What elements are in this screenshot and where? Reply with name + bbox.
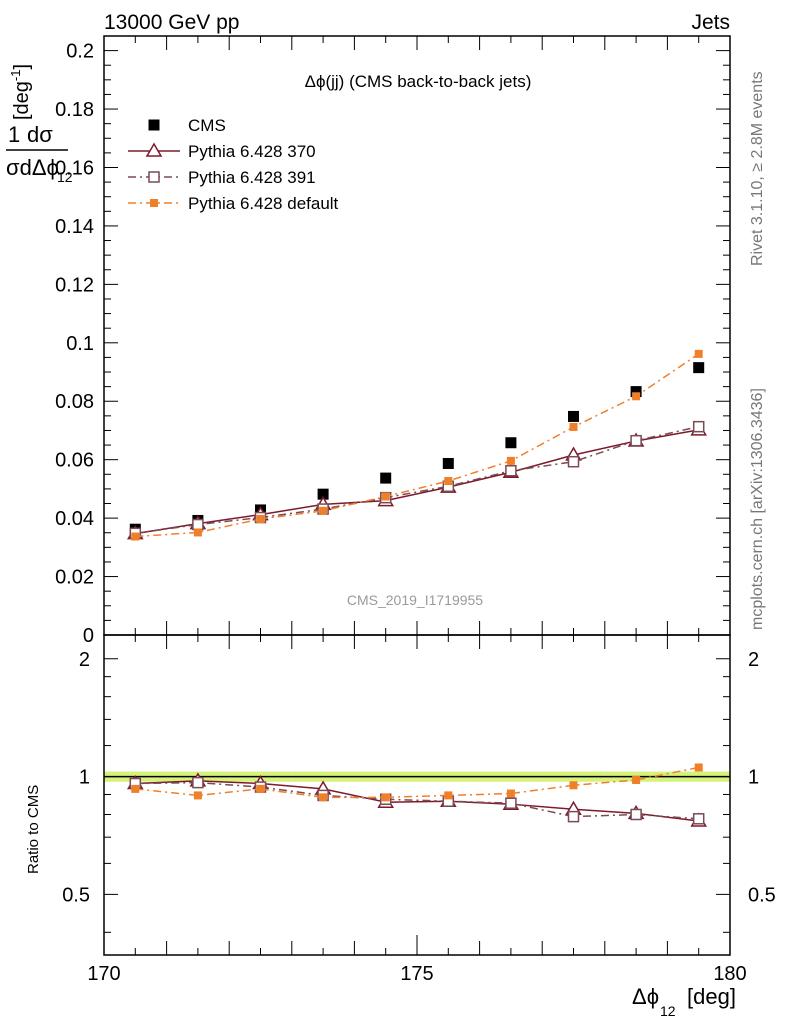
data-point-s2-6 [505,465,517,477]
ratio-point-s2-4 [381,793,390,802]
legend-label-1: Pythia 6.428 370 [188,142,316,161]
ratio-point-s2-2 [256,784,265,793]
ratio-point-s1-8 [630,808,642,821]
x-tick-label: 180 [713,963,746,985]
ratio-point-s2-8 [632,775,641,784]
data-point-s2-9 [692,420,705,433]
x-axis-label: Δϕ 12 [deg] [632,984,736,1019]
data-point-s3-8 [632,392,641,401]
ratio-ytick-label-right: 0.5 [748,884,776,906]
x-tick-label: 170 [87,963,120,985]
legend-label-3: Pythia 6.428 default [188,194,339,213]
ratio-point-s2-6 [506,789,515,798]
data-point-s0-4 [380,472,392,484]
main-ytick-label: 0.02 [55,567,94,589]
x-axis-label-unit: [deg] [687,984,736,1009]
energy-label: 13000 GeV pp [104,11,239,34]
data-point-s2-8 [630,434,642,447]
ratio-ylabel: Ratio to CMS [25,785,42,874]
mcplots-label: mcplots.cern.ch [arXiv:1306.3436] [749,388,766,630]
ratio-ytick-label-right: 1 [748,767,759,789]
series-line-3 [135,353,700,538]
rivet-label: Rivet 3.1.10, ≥ 2.8M events [749,71,766,266]
data-point-s0-8 [630,386,642,398]
ratio-ytick-label-left: 0.5 [62,884,90,906]
data-point-s0-6 [505,437,517,449]
legend-marker-0 [148,119,160,131]
ratio-series-line-1 [135,781,699,820]
main-ytick-label: 0.2 [66,41,94,63]
main-ytick-label: 0.04 [55,508,94,530]
main-ytick-label: 0.06 [55,450,94,472]
ratio-point-s1-6 [505,797,517,809]
legend-label-2: Pythia 6.428 391 [188,168,316,187]
legend-label-0: CMS [188,116,226,135]
main-ylabel-denominator: σdΔϕ [6,155,59,180]
series-line-1 [135,429,699,535]
main-ytick-label: 0.18 [55,99,94,121]
ratio-point-s2-1 [193,791,202,800]
main-ylabel-1: 1 [8,122,20,147]
main-ytick-label: 0.1 [66,333,94,355]
ratio-ytick-label-right: 2 [748,649,759,671]
ratio-point-s2-3 [319,793,328,802]
ratio-point-s2-7 [569,781,578,790]
series-line-2 [135,425,699,535]
x-axis-label-sub: 12 [660,1003,676,1019]
data-point-s2-7 [567,455,580,468]
data-point-s0-3 [317,488,329,500]
main-ylabel-dsigma: dσ [27,122,53,147]
data-point-s3-5 [444,477,453,486]
main-ytick-label: 0.16 [55,157,94,179]
main-ytick-label: 0.12 [55,274,94,296]
data-point-s3-6 [506,456,515,465]
ratio-ytick-label-left: 1 [79,767,90,789]
legend: CMS Pythia 6.428 370 Pythia 6.428 391 Pythi… [128,116,339,213]
ratio-point-s2-5 [444,791,453,800]
data-point-s3-7 [569,422,578,431]
legend-marker-3 [150,199,158,207]
x-tick-label: 175 [400,963,433,985]
main-panel: 0 0.02 0.04 0.06 0.08 0.1 0.12 0.14 0.16 0.18 0.2 [55,35,731,647]
main-ylabel-unit: [deg-1] [8,64,33,120]
main-ytick-label: 0 [83,625,94,647]
data-point-s0-7 [568,410,579,422]
data-point-s3-3 [319,506,328,515]
data-point-s3-0 [131,532,140,541]
ratio-series-line-0 [135,780,699,822]
data-point-s0-5 [442,457,454,469]
process-label: Jets [691,11,730,34]
ratio-point-s1-7 [567,810,580,823]
ratio-point-s2-0 [131,784,140,793]
ratio-panel: 170 175 180 0.5 0.5 1 1 2 2 [62,634,776,985]
main-ylabel-sub: 12 [57,169,73,185]
data-point-s3-1 [193,528,202,537]
ratio-point-s2-9 [694,763,703,772]
legend-marker-2 [148,171,160,183]
ratio-point-s1-9 [692,813,705,825]
ratio-series-line-2 [135,766,699,799]
ratio-point-s1-1 [192,776,204,789]
data-point-s0-9 [693,362,705,374]
legend-marker-1 [145,142,163,157]
ratio-ytick-label-left: 2 [79,649,90,671]
x-axis-label-main: Δϕ [632,984,659,1009]
main-ytick-label: 0.14 [55,216,94,238]
data-point-s2-1 [192,518,204,531]
main-ytick-label: 0.08 [55,391,94,413]
analysis-watermark: CMS_2019_I1719955 [347,592,483,608]
data-point-s3-4 [381,492,390,501]
data-point-s3-2 [256,514,265,523]
chart-title: Δϕ(jj) (CMS back-to-back jets) [305,72,532,91]
data-point-s3-9 [694,349,703,358]
